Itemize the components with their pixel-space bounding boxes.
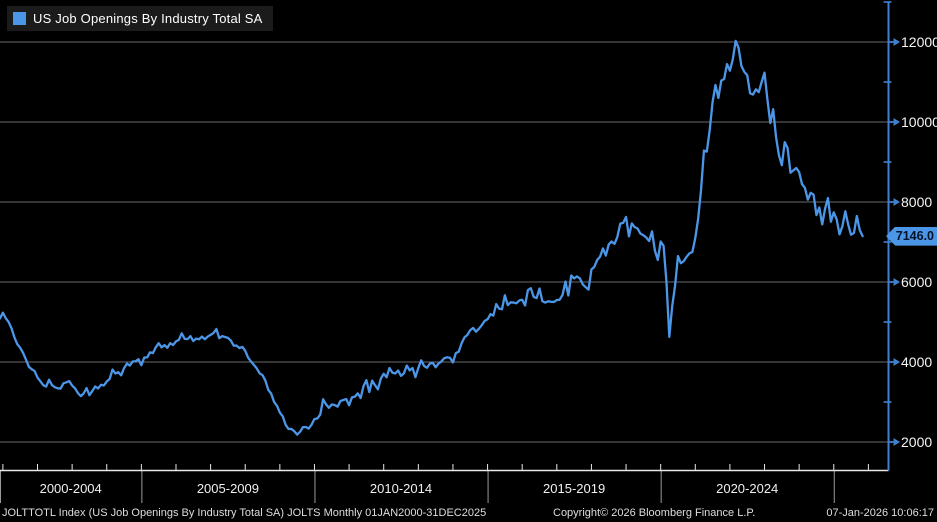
status-timestamp: 07-Jan-2026 10:06:17 bbox=[826, 507, 934, 519]
y-axis-label: 10000 bbox=[901, 114, 937, 130]
x-axis-period-label: 2020-2024 bbox=[716, 481, 779, 496]
y-axis-label: 2000 bbox=[901, 434, 933, 450]
y-axis-label: 8000 bbox=[901, 194, 933, 210]
series-swatch-icon bbox=[13, 12, 26, 25]
y-axis-tick-arrow-icon bbox=[893, 438, 900, 446]
y-axis-label: 4000 bbox=[901, 354, 933, 370]
status-ticker-description: JOLTTOTL Index (US Job Openings By Indus… bbox=[2, 507, 487, 519]
x-axis-period-label: 2015-2019 bbox=[543, 481, 606, 496]
y-axis-tick-arrow-icon bbox=[893, 358, 900, 366]
status-bar: JOLTTOTL Index (US Job Openings By Indus… bbox=[0, 504, 937, 522]
x-axis-period-label: 2000-2004 bbox=[39, 481, 102, 496]
last-value-badge: 7146.0 bbox=[886, 226, 937, 246]
status-copyright: Copyright© 2026 Bloomberg Finance L.P. bbox=[553, 507, 756, 519]
y-axis-tick-arrow-icon bbox=[893, 198, 900, 206]
chart-legend[interactable]: US Job Openings By Industry Total SA bbox=[7, 6, 273, 31]
x-axis-period-label: 2005-2009 bbox=[196, 481, 259, 496]
price-line bbox=[0, 39, 864, 436]
y-axis-tick-arrow-icon bbox=[893, 118, 900, 126]
last-value-text: 7146.0 bbox=[895, 229, 934, 244]
y-axis-tick-arrow-icon bbox=[893, 38, 900, 46]
y-axis-tick-arrow-icon bbox=[893, 278, 900, 286]
series-label: US Job Openings By Industry Total SA bbox=[33, 11, 263, 26]
x-axis-period-label: 2010-2014 bbox=[369, 481, 433, 496]
y-axis-label: 12000 bbox=[901, 34, 937, 50]
y-axis-label: 6000 bbox=[901, 274, 933, 290]
